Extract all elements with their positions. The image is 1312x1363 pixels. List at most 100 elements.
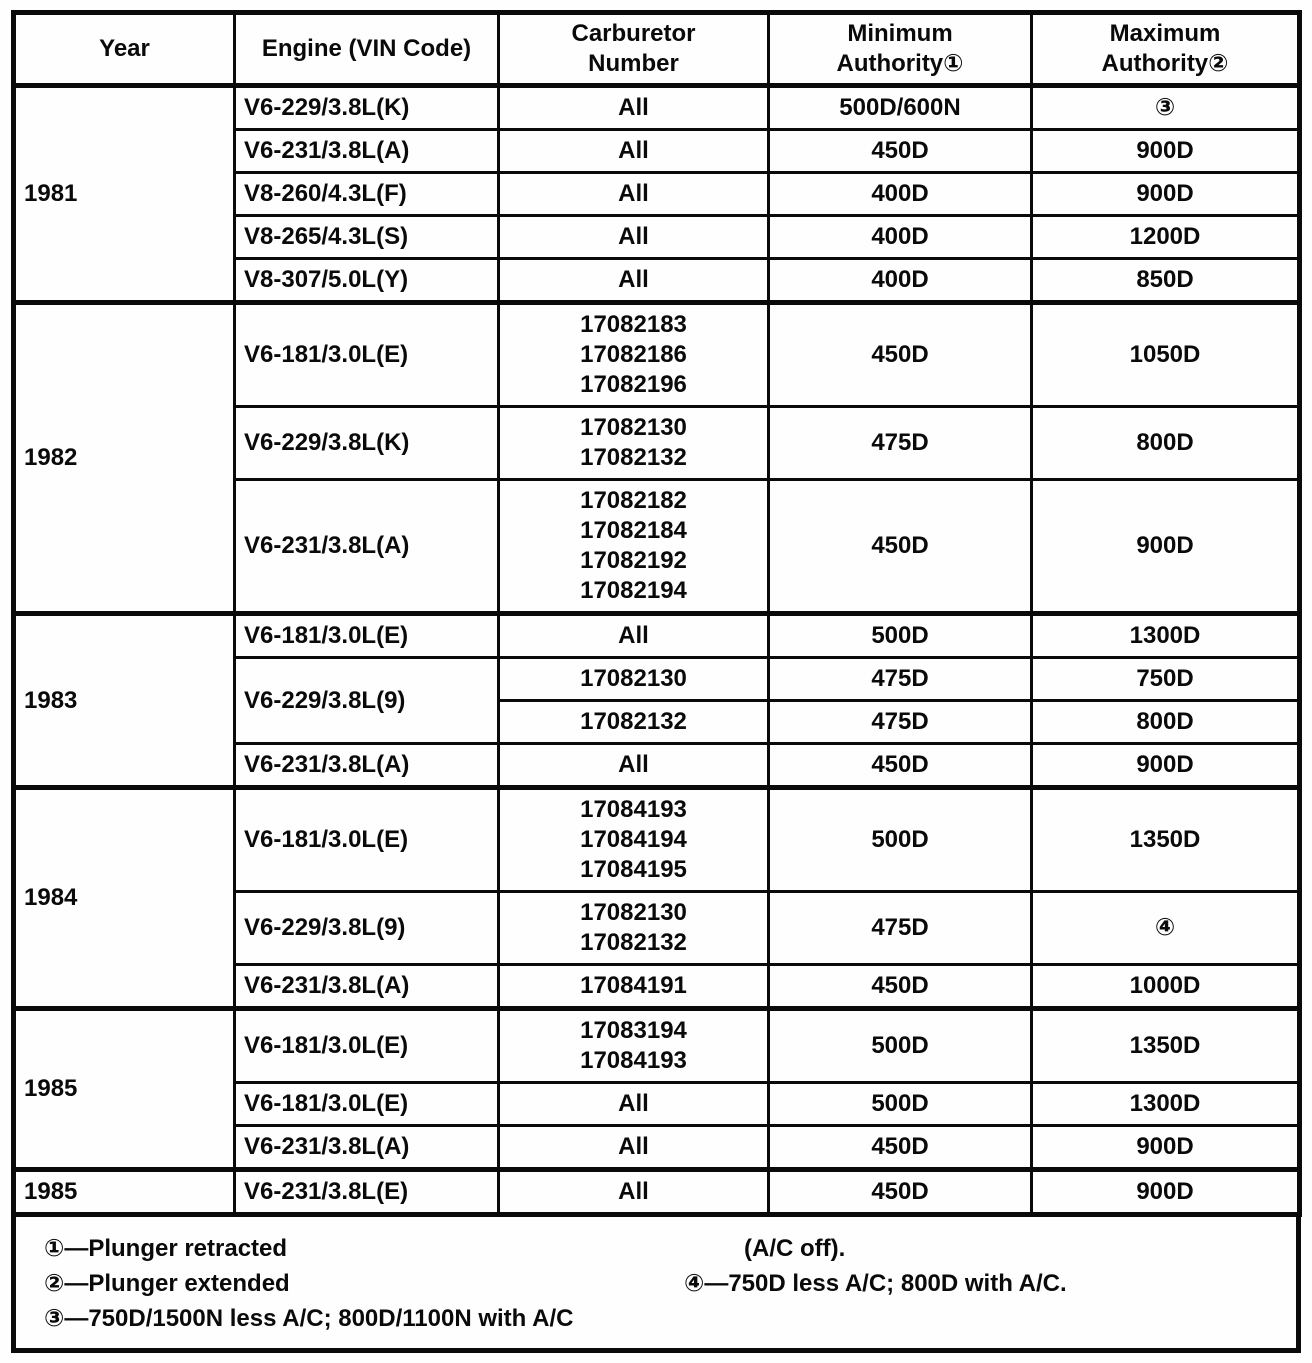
- year-cell: 1982: [12, 300, 236, 615]
- footnote-1-ac-off: (A/C off).: [744, 1235, 846, 1262]
- min-authority-cell: 450D: [767, 1167, 1033, 1216]
- max-authority-cell: 900D: [1030, 478, 1301, 615]
- engine-cell: V6-181/3.0L(E): [233, 611, 500, 659]
- min-authority-cell: 450D: [767, 742, 1033, 789]
- footnote-3-750d-1500n: ③—750D/1500N less A/C; 800D/1100N with A…: [44, 1305, 574, 1332]
- max-authority-cell: 800D: [1030, 405, 1301, 481]
- footnote-line-1: ①—Plunger retracted (A/C off).: [44, 1231, 1296, 1266]
- carb-number-cell: All: [497, 128, 770, 174]
- min-authority-cell: 475D: [767, 699, 1033, 745]
- carb-number-cell: 17082183 17082186 17082196: [497, 300, 770, 408]
- max-authority-cell: 750D: [1030, 656, 1301, 702]
- year-cell: 1981: [12, 84, 236, 304]
- engine-cell: V6-181/3.0L(E): [233, 300, 500, 408]
- max-authority-cell: 850D: [1030, 257, 1301, 304]
- engine-cell: V6-181/3.0L(E): [233, 1006, 500, 1084]
- carb-number-cell: 17083194 17084193: [497, 1006, 770, 1084]
- min-authority-cell: 500D: [767, 785, 1033, 893]
- min-authority-cell: 500D: [767, 1006, 1033, 1084]
- max-authority-cell: 800D: [1030, 699, 1301, 745]
- carb-number-cell: 17082182 17082184 17082192 17082194: [497, 478, 770, 615]
- carb-number-cell: All: [497, 1124, 770, 1171]
- carb-number-cell: All: [497, 742, 770, 789]
- table-row: 17082132 475D 800D: [14, 699, 1301, 745]
- min-authority-cell: 475D: [767, 890, 1033, 966]
- table-row: 1985 V6-231/3.8L(E) All 450D 900D: [12, 1167, 1301, 1216]
- table-row: V6-231/3.8L(A) 17082182 17082184 1708219…: [14, 478, 1301, 615]
- carb-number-cell: 17084191: [497, 963, 770, 1010]
- table-row: V6-181/3.0L(E) All 500D 1300D: [14, 1081, 1301, 1127]
- carburetor-authority-spec-table: Year Engine (VIN Code) Carburetor Number…: [11, 10, 1302, 1217]
- max-authority-cell: ④: [1030, 890, 1301, 966]
- engine-cell: V8-307/5.0L(Y): [233, 257, 500, 304]
- carb-number-cell: All: [497, 1081, 770, 1127]
- table-row: V6-229/3.8L(9) 17082130 475D 750D: [14, 656, 1301, 745]
- table-row: 1982 V6-181/3.0L(E) 17082183 17082186 17…: [12, 300, 1301, 615]
- table-row: V6-231/3.8L(A) All 450D 900D: [14, 128, 1301, 174]
- min-authority-cell: 500D: [767, 1081, 1033, 1127]
- carb-number-cell: All: [497, 214, 770, 260]
- max-authority-cell: 1000D: [1030, 963, 1301, 1010]
- max-authority-cell: 1350D: [1030, 1006, 1301, 1084]
- carb-number-cell: 17082130 17082132: [497, 405, 770, 481]
- table-row: V6-231/3.8L(A) 17084191 450D 1000D: [14, 963, 1301, 1010]
- engine-cell: V8-265/4.3L(S): [233, 214, 500, 260]
- max-authority-cell: 900D: [1030, 1167, 1301, 1216]
- engine-cell: V6-229/3.8L(K): [233, 405, 500, 481]
- col-header-minimum-authority: Minimum Authority①: [767, 11, 1033, 88]
- engine-cell: V8-260/4.3L(F): [233, 171, 500, 217]
- col-header-maximum-authority: Maximum Authority②: [1030, 11, 1301, 88]
- carb-number-cell: All: [497, 611, 770, 659]
- table-row: V6-231/3.8L(A) All 450D 900D: [14, 742, 1301, 789]
- max-authority-cell: 1300D: [1030, 611, 1301, 659]
- min-authority-cell: 400D: [767, 257, 1033, 304]
- carb-number-cell: All: [497, 84, 770, 131]
- table-row: 1983 V6-181/3.0L(E) All 500D 1300D: [12, 611, 1301, 789]
- engine-cell: V6-231/3.8L(A): [233, 478, 500, 615]
- carb-number-cell: 17082130 17082132: [497, 890, 770, 966]
- engine-cell: V6-231/3.8L(E): [233, 1167, 500, 1216]
- footnotes: ①—Plunger retracted (A/C off). ②—Plunger…: [11, 1217, 1301, 1353]
- year-cell: 1985: [12, 1167, 236, 1216]
- min-authority-cell: 400D: [767, 214, 1033, 260]
- min-authority-cell: 500D/600N: [767, 84, 1033, 131]
- min-authority-cell: 475D: [767, 656, 1033, 702]
- max-authority-cell: 900D: [1030, 1124, 1301, 1171]
- carb-number-cell: All: [497, 257, 770, 304]
- footnote-4-750d-800d: ④—750D less A/C; 800D with A/C.: [684, 1270, 1067, 1297]
- table-row: V6-229/3.8L(K) 17082130 17082132 475D 80…: [14, 405, 1301, 481]
- engine-cell: V6-231/3.8L(A): [233, 963, 500, 1010]
- min-authority-cell: 450D: [767, 300, 1033, 408]
- year-cell: 1985: [12, 1006, 236, 1171]
- max-authority-cell: 1350D: [1030, 785, 1301, 893]
- min-authority-cell: 450D: [767, 963, 1033, 1010]
- max-authority-cell: 900D: [1030, 742, 1301, 789]
- min-authority-cell: 450D: [767, 478, 1033, 615]
- engine-cell: V6-231/3.8L(A): [233, 1124, 500, 1171]
- col-header-carburetor-number: Carburetor Number: [497, 11, 770, 88]
- col-header-engine: Engine (VIN Code): [233, 11, 500, 88]
- table-row: V8-260/4.3L(F) All 400D 900D: [14, 171, 1301, 217]
- table-row: 1984 V6-181/3.0L(E) 17084193 17084194 17…: [12, 785, 1301, 1010]
- min-authority-cell: 450D: [767, 128, 1033, 174]
- min-authority-cell: 500D: [767, 611, 1033, 659]
- max-authority-cell: 1050D: [1030, 300, 1301, 408]
- carb-number-cell: 17084193 17084194 17084195: [497, 785, 770, 893]
- col-header-year: Year: [12, 11, 236, 88]
- max-authority-cell: 900D: [1030, 128, 1301, 174]
- engine-cell: V6-181/3.0L(E): [233, 1081, 500, 1127]
- engine-cell: V6-229/3.8L(K): [233, 84, 500, 131]
- engine-cell: V6-231/3.8L(A): [233, 742, 500, 789]
- carb-number-cell: 17082132: [497, 699, 770, 745]
- min-authority-cell: 475D: [767, 405, 1033, 481]
- carb-number-cell: All: [497, 171, 770, 217]
- min-authority-cell: 450D: [767, 1124, 1033, 1171]
- table-row: V6-231/3.8L(A) All 450D 900D: [14, 1124, 1301, 1171]
- max-authority-cell: ③: [1030, 84, 1301, 131]
- max-authority-cell: 900D: [1030, 171, 1301, 217]
- footnote-line-2: ②—Plunger extended ④—750D less A/C; 800D…: [44, 1266, 1296, 1301]
- engine-cell: V6-229/3.8L(9): [233, 656, 500, 745]
- table-row: 1985 V6-181/3.0L(E) 17083194 17084193 50…: [12, 1006, 1301, 1171]
- footnote-line-3: ③—750D/1500N less A/C; 800D/1100N with A…: [44, 1301, 1296, 1336]
